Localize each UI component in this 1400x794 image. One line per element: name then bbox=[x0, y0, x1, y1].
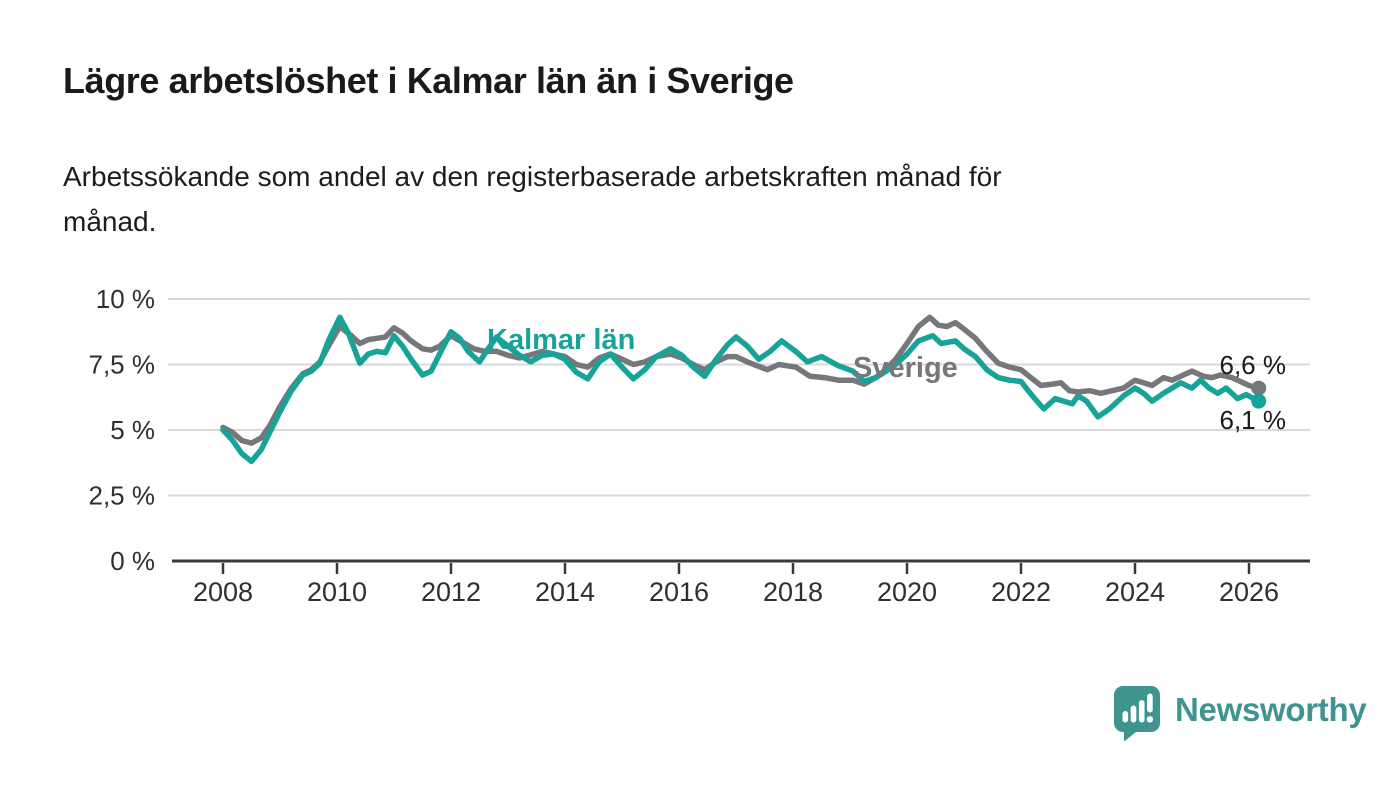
y-tick-label: 10 % bbox=[96, 284, 155, 314]
x-tick-label: 2014 bbox=[535, 577, 595, 607]
y-tick-label: 7,5 % bbox=[89, 350, 156, 380]
end-value-label-kalmar: 6,1 % bbox=[1220, 405, 1287, 435]
series-end-dot-kalmar bbox=[1251, 393, 1267, 409]
x-tick-label: 2016 bbox=[649, 577, 709, 607]
chart-subtitle: Arbetssökande som andel av den registerb… bbox=[63, 154, 1002, 244]
x-tick-label: 2018 bbox=[763, 577, 823, 607]
series-label-sverige: Sverige bbox=[853, 352, 958, 384]
x-tick-label: 2012 bbox=[421, 577, 481, 607]
series-label-kalmar: Kalmar län bbox=[487, 324, 635, 356]
subtitle-line-1: Arbetssökande som andel av den registerb… bbox=[63, 161, 1002, 192]
series-end-dot-sverige bbox=[1251, 380, 1267, 396]
newsworthy-wordmark: Newsworthy bbox=[1175, 691, 1367, 728]
x-tick-label: 2010 bbox=[307, 577, 367, 607]
y-tick-label: 0 % bbox=[110, 546, 155, 576]
x-tick-label: 2024 bbox=[1105, 577, 1165, 607]
x-tick-label: 2008 bbox=[193, 577, 253, 607]
x-tick-label: 2022 bbox=[991, 577, 1051, 607]
bar-chart-speech-bubble-icon bbox=[1114, 686, 1160, 742]
subtitle-line-2: månad. bbox=[63, 206, 157, 237]
series-line-kalmar bbox=[220, 314, 1262, 465]
y-tick-label: 5 % bbox=[110, 415, 155, 445]
x-tick-label: 2020 bbox=[877, 577, 937, 607]
newsworthy-logo: Newsworthy bbox=[1112, 684, 1367, 742]
page-title: Lägre arbetslöshet i Kalmar län än i Sve… bbox=[63, 60, 794, 101]
y-tick-label: 2,5 % bbox=[89, 481, 156, 511]
end-value-label-sverige: 6,6 % bbox=[1220, 350, 1287, 380]
series-line-sverige bbox=[220, 314, 1262, 446]
x-tick-label: 2026 bbox=[1219, 577, 1279, 607]
